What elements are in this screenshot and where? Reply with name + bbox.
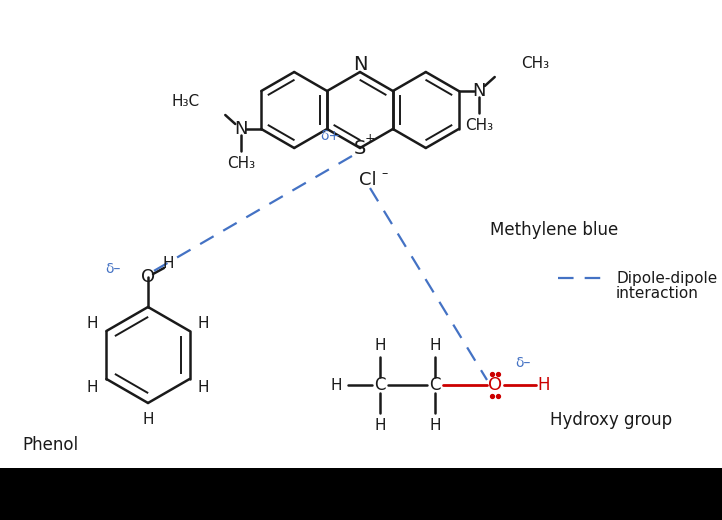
Text: interaction: interaction: [616, 285, 699, 301]
Text: C: C: [430, 376, 440, 394]
Text: δ–: δ–: [105, 262, 121, 276]
Text: Cl: Cl: [359, 171, 377, 189]
Text: Phenol: Phenol: [22, 436, 78, 454]
Text: H: H: [198, 316, 209, 331]
Text: N: N: [472, 82, 485, 100]
Text: δ+: δ+: [320, 129, 340, 143]
Text: H: H: [87, 380, 98, 395]
Text: –: –: [382, 167, 388, 180]
Text: Hydroxy group: Hydroxy group: [550, 411, 672, 429]
Text: CH₃: CH₃: [465, 119, 493, 134]
Bar: [0, 468, 722, 520]
Text: H: H: [430, 337, 440, 353]
Text: N: N: [353, 55, 367, 73]
Text: H: H: [330, 378, 342, 393]
Text: H: H: [430, 418, 440, 433]
Text: N: N: [235, 120, 248, 138]
Text: CH₃: CH₃: [227, 157, 256, 172]
Text: H: H: [538, 376, 550, 394]
Text: H: H: [162, 255, 174, 270]
Text: H: H: [87, 316, 98, 331]
Text: Methylene blue: Methylene blue: [490, 221, 618, 239]
Text: H: H: [374, 337, 386, 353]
Text: S: S: [354, 138, 366, 158]
Text: +: +: [365, 133, 375, 146]
Text: H: H: [142, 411, 154, 426]
Text: H₃C: H₃C: [171, 95, 199, 110]
Text: O: O: [488, 376, 502, 394]
Text: CH₃: CH₃: [521, 57, 549, 71]
Text: H: H: [374, 418, 386, 433]
Text: H: H: [198, 380, 209, 395]
Text: C: C: [374, 376, 386, 394]
Text: O: O: [141, 268, 155, 286]
Text: δ–: δ–: [516, 356, 531, 370]
Text: Dipole-dipole: Dipole-dipole: [616, 271, 717, 287]
Text: TWAC’s surface: TWAC’s surface: [291, 483, 431, 501]
